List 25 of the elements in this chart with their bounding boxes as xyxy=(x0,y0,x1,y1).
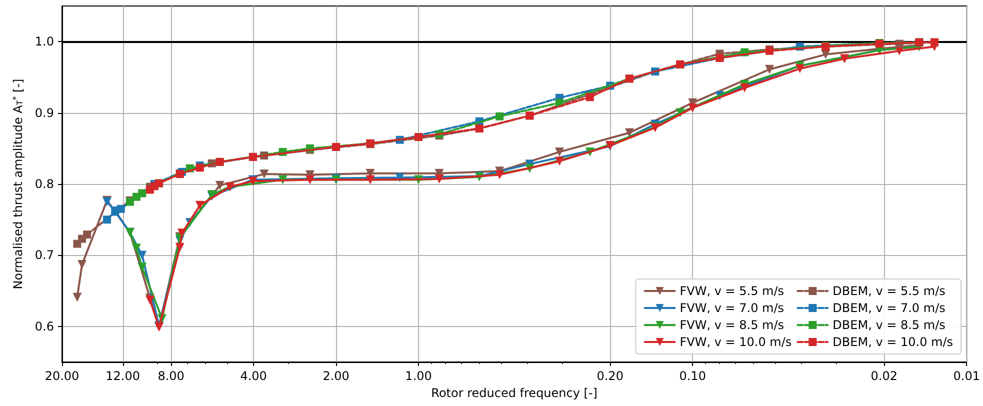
x-tick-label: 12.00 xyxy=(106,369,140,383)
y-tick-label: 0.9 xyxy=(34,106,54,120)
y-tick-label: 0.8 xyxy=(34,177,54,191)
x-tick-label: 4.00 xyxy=(240,369,267,383)
y-axis-title: Normalised thrust amplitude AT* [-] xyxy=(11,78,25,290)
y-tick-label: 1.0 xyxy=(34,34,54,49)
legend-label: DBEM, v = 8.5 m/s xyxy=(832,318,946,332)
legend-label: FVW, v = 7.0 m/s xyxy=(680,301,784,315)
x-tick-label: 8.00 xyxy=(158,369,184,383)
x-tick-label: 0.10 xyxy=(679,369,706,383)
x-axis-title: Rotor reduced frequency [-] xyxy=(431,386,598,400)
x-tick-label: 20.00 xyxy=(44,369,80,383)
y-tick-label: 0.6 xyxy=(34,319,54,334)
legend-label: FVW, v = 5.5 m/s xyxy=(680,284,784,298)
y-tick-label: 0.7 xyxy=(34,248,54,262)
legend-label: DBEM, v = 10.0 m/s xyxy=(832,335,954,349)
x-tick-label: 0.20 xyxy=(596,369,624,383)
legend-label: FVW, v = 10.0 m/s xyxy=(680,335,792,349)
x-tick-label: 1.00 xyxy=(405,369,432,383)
legend-label: FVW, v = 8.5 m/s xyxy=(680,318,784,332)
x-tick-label: 0.01 xyxy=(953,369,980,383)
legend-label: DBEM, v = 7.0 m/s xyxy=(832,301,946,315)
x-tick-label: 0.02 xyxy=(870,369,898,383)
legend-label: DBEM, v = 5.5 m/s xyxy=(832,284,946,298)
x-tick-label: 2.00 xyxy=(322,369,350,383)
